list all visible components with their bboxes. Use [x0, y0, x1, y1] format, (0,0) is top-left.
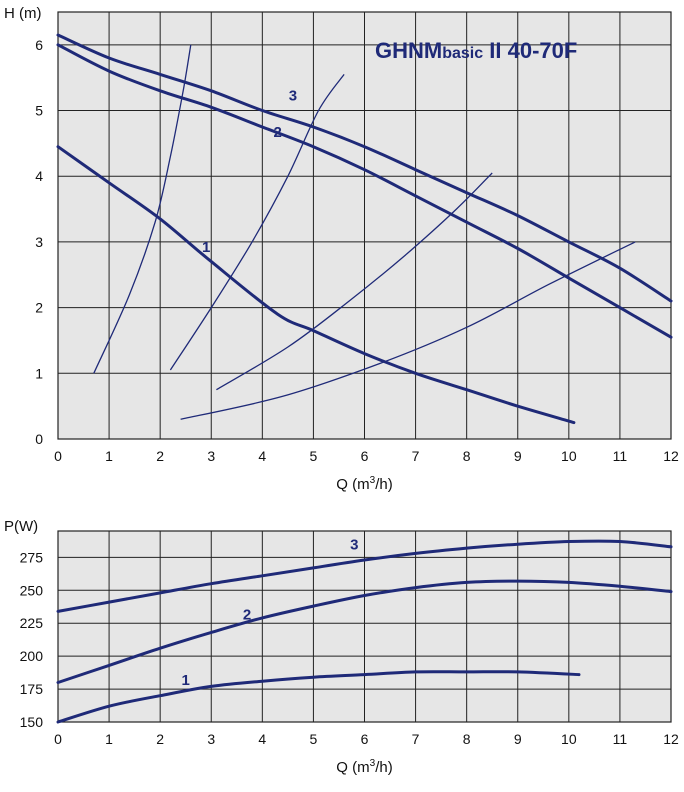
x-tick-label: 12: [663, 731, 679, 747]
series: [56, 33, 673, 425]
x-tick-label: 4: [258, 448, 266, 464]
y-tick-label: 275: [20, 549, 44, 565]
curve-label-1: 1: [182, 672, 190, 689]
series-line-1: [56, 670, 581, 724]
system-curve-2: [169, 74, 345, 371]
chart-title: GHNMbasic II 40-70F: [375, 38, 577, 63]
y-tick-label: 250: [20, 582, 44, 598]
x-tick-label: 8: [463, 731, 471, 747]
curve-label-3: 3: [350, 536, 358, 553]
x-tick-label: 11: [613, 731, 628, 747]
y-tick-label: 200: [20, 648, 44, 664]
y-tick-label: 1: [35, 365, 43, 381]
x-tick-label: 4: [258, 731, 266, 747]
x-tick-label: 11: [613, 448, 628, 464]
y-tick-label: 5: [35, 103, 43, 119]
curve-label-2: 2: [243, 606, 251, 623]
y-tick-label: 6: [35, 37, 43, 53]
x-tick-label: 6: [361, 448, 369, 464]
x-tick-label: 2: [156, 731, 164, 747]
grid: [57, 12, 672, 440]
x-tick-label: 12: [663, 448, 679, 464]
series-line-2: [56, 43, 673, 339]
system-curve-1: [93, 44, 192, 374]
plot-frame: [57, 11, 672, 440]
plot-frame: [57, 530, 672, 723]
x-tick-label: 6: [361, 731, 369, 747]
series-line-3: [56, 539, 673, 613]
x-tick-label: 0: [54, 731, 62, 747]
series-line-1: [56, 145, 576, 425]
x-tick-label: 9: [514, 731, 522, 747]
series-line-3: [56, 33, 673, 303]
x-tick-label: 9: [514, 448, 522, 464]
x-tick-label: 7: [412, 448, 420, 464]
x-tick-label: 5: [310, 731, 318, 747]
y-tick-label: 4: [35, 168, 43, 184]
x-tick-label: 1: [105, 448, 113, 464]
series: [56, 539, 673, 724]
y-axis-label: P(W): [4, 518, 38, 535]
y-tick-label: 150: [20, 714, 44, 730]
x-tick-label: 7: [412, 731, 420, 747]
x-axis-label: Q (m3/h): [336, 758, 392, 776]
system-curve-3: [216, 172, 493, 391]
x-tick-label: 10: [561, 731, 577, 747]
x-tick-label: 1: [105, 731, 113, 747]
x-tick-label: 5: [310, 448, 318, 464]
curve-label-3: 3: [289, 88, 297, 105]
series-line-2: [56, 579, 673, 684]
x-axis-label: Q (m3/h): [336, 475, 392, 493]
x-tick-label: 10: [561, 448, 577, 464]
y-tick-label: 3: [35, 234, 43, 250]
y-axis-label: H (m): [4, 5, 42, 22]
x-tick-label: 0: [54, 448, 62, 464]
y-tick-label: 225: [20, 615, 44, 631]
curve-label-1: 1: [202, 239, 210, 256]
y-tick-label: 2: [35, 300, 43, 316]
x-tick-label: 3: [207, 731, 215, 747]
x-tick-label: 8: [463, 448, 471, 464]
system-curves: [93, 44, 636, 420]
x-tick-label: 3: [207, 448, 215, 464]
system-curve-4: [180, 241, 636, 420]
x-tick-label: 2: [156, 448, 164, 464]
curve-label-2: 2: [273, 124, 281, 141]
y-tick-label: 175: [20, 681, 44, 697]
y-tick-label: 0: [35, 431, 43, 447]
